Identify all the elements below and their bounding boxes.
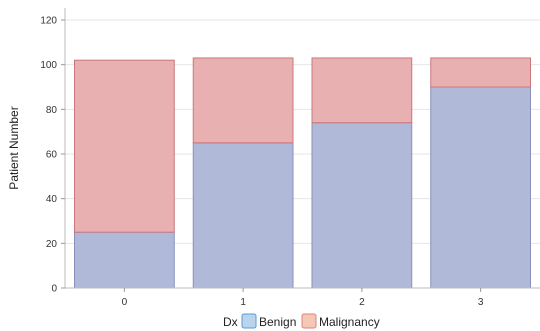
x-tick-label: 0: [122, 297, 128, 308]
y-tick-label: 120: [40, 16, 57, 27]
x-tick-label: 1: [240, 297, 246, 308]
bar-benign-3: [430, 86, 531, 289]
legend-label-benign: Benign: [259, 315, 296, 329]
x-tick-labels: 0 1 2 3: [122, 288, 484, 308]
x-tick-label: 2: [359, 297, 365, 308]
legend-title: Dx: [223, 315, 238, 329]
y-tick-label: 100: [40, 60, 57, 71]
bar-malignancy-3: [430, 57, 531, 88]
y-tick-label: 40: [46, 194, 58, 205]
bar-benign-1: [192, 142, 294, 289]
bar-malignancy-0: [74, 59, 175, 233]
y-axis-title: Patient Number: [7, 106, 21, 189]
y-tick-labels: 0 20 40 60 80 100 120: [40, 16, 65, 295]
y-tick-label: 80: [46, 105, 58, 116]
bar-benign-0: [74, 231, 175, 289]
legend-swatch-benign: [241, 313, 257, 329]
x-tick-label: 3: [478, 297, 484, 308]
y-tick-label: 20: [46, 239, 58, 250]
bar-benign-2: [311, 122, 413, 289]
legend-label-malignancy: Malignancy: [319, 315, 380, 329]
legend: Dx Benign Malignancy: [223, 313, 380, 329]
y-tick-label: 60: [46, 150, 58, 161]
legend-swatch-malignancy: [301, 313, 317, 329]
bar-malignancy-2: [311, 57, 413, 124]
axes: [64, 8, 540, 289]
bar-malignancy-1: [192, 57, 294, 144]
bars: [74, 57, 531, 289]
y-tick-label: 0: [51, 284, 57, 295]
